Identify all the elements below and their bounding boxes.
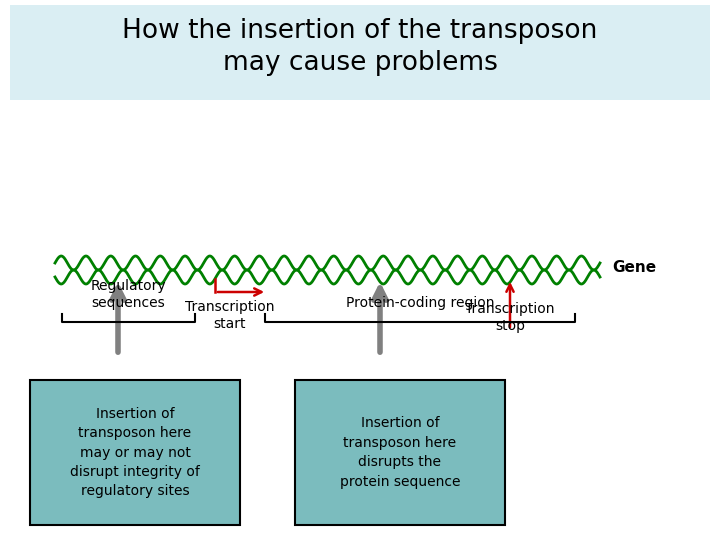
Text: Regulatory
sequences: Regulatory sequences: [91, 279, 166, 310]
Text: Gene: Gene: [612, 260, 656, 275]
FancyBboxPatch shape: [295, 380, 505, 525]
Text: Insertion of
transposon here
disrupts the
protein sequence: Insertion of transposon here disrupts th…: [340, 416, 460, 489]
Text: Protein-coding region: Protein-coding region: [346, 296, 494, 310]
Bar: [10, 5, 710, 100]
Text: Transcription
start: Transcription start: [185, 300, 275, 332]
Text: Transcription
stop: Transcription stop: [465, 302, 554, 333]
Text: How the insertion of the transposon
may cause problems: How the insertion of the transposon may …: [122, 17, 598, 77]
Text: Insertion of
transposon here
may or may not
disrupt integrity of
regulatory site: Insertion of transposon here may or may …: [70, 407, 200, 498]
FancyBboxPatch shape: [30, 380, 240, 525]
